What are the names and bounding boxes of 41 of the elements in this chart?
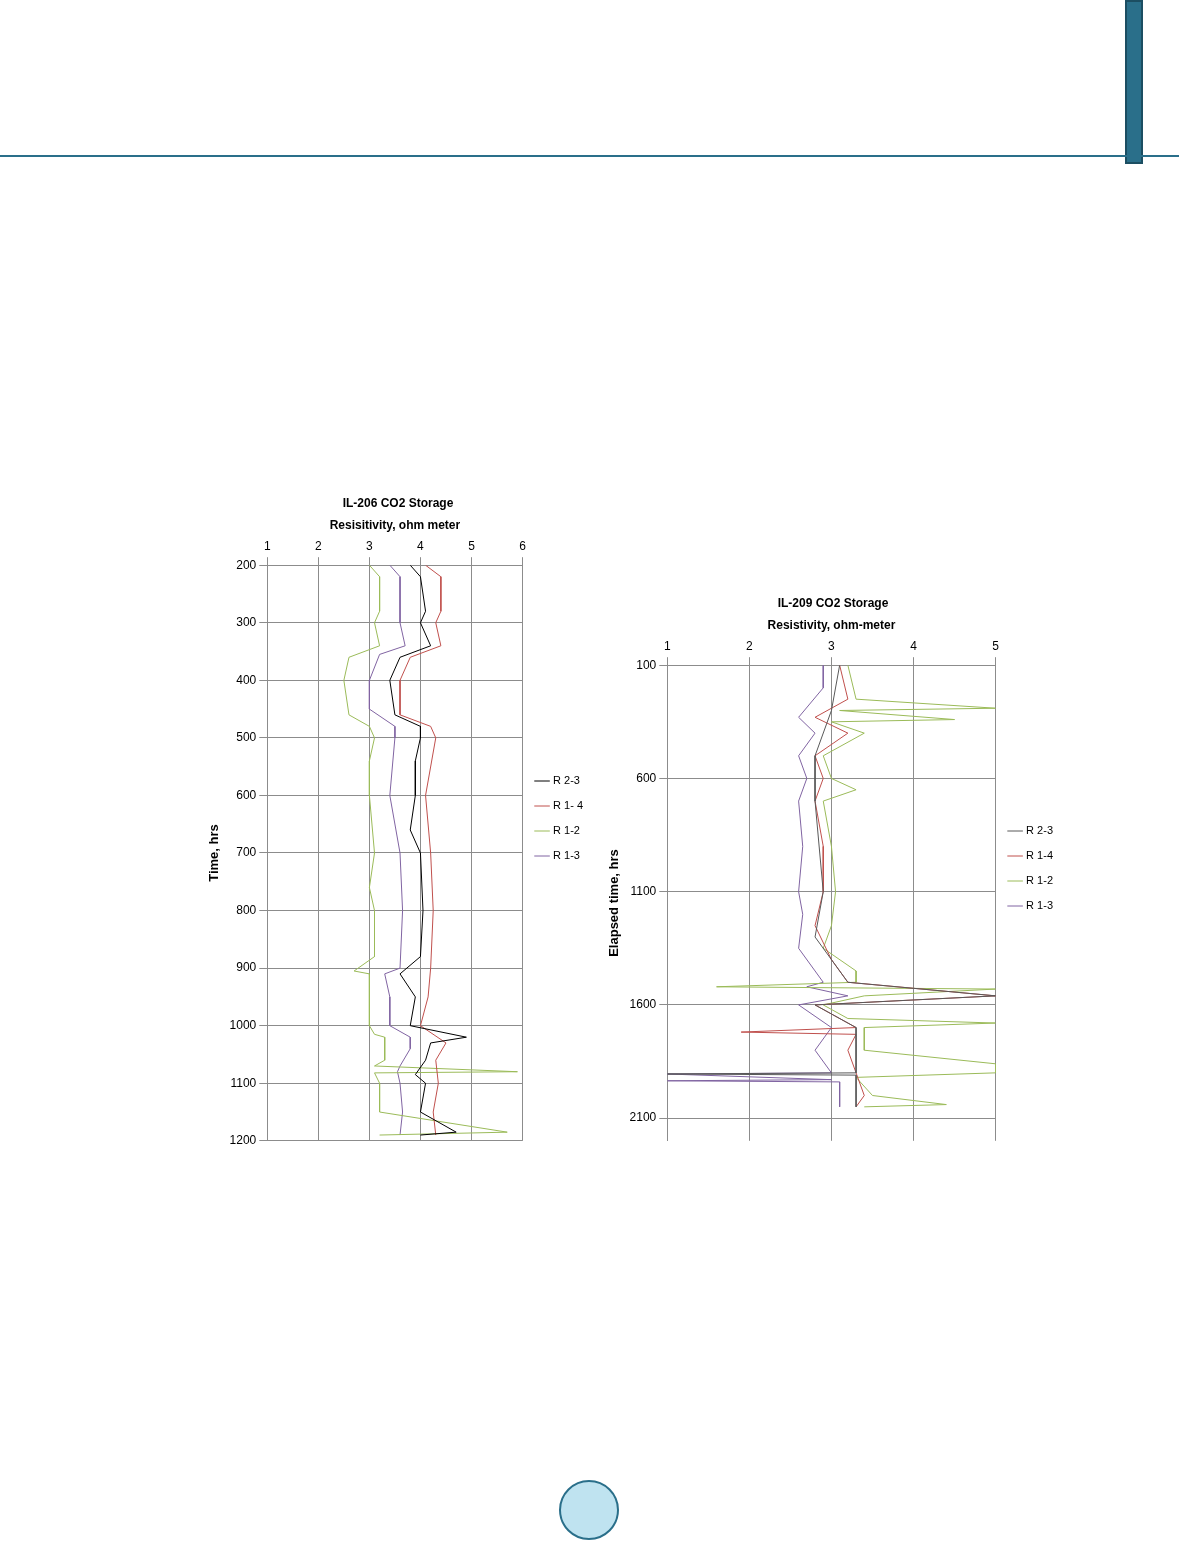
x-tick-label: 4 xyxy=(910,639,918,654)
y-tick-label: 1100 xyxy=(230,1075,257,1090)
legend-label: R 1-3 xyxy=(553,849,580,862)
x-tick-label: 5 xyxy=(992,639,1000,654)
y-tick-label: 900 xyxy=(236,960,257,975)
y-tick-label: 1600 xyxy=(629,997,657,1012)
legend-label: R 1-3 xyxy=(1026,899,1054,912)
x-tick-label: 5 xyxy=(468,539,476,554)
y-axis-title: Time, hrs xyxy=(206,824,222,882)
x-tick-label: 4 xyxy=(417,539,425,554)
y-tick-label: 700 xyxy=(236,845,257,860)
chart-title: IL-209 CO2 Storage xyxy=(777,595,889,610)
y-tick-label: 1100 xyxy=(630,883,657,898)
y-tick-label: 800 xyxy=(236,902,257,917)
x-tick-label: 2 xyxy=(315,539,322,554)
y-tick-label: 600 xyxy=(636,770,657,785)
x-tick-label: 1 xyxy=(263,539,271,554)
x-tick-label: 3 xyxy=(366,539,374,554)
legend-label: R 1-2 xyxy=(553,824,580,837)
x-tick-label: 2 xyxy=(746,639,754,654)
legend-label: R 1-2 xyxy=(1026,874,1054,887)
y-tick-label: 100 xyxy=(636,657,657,672)
x-axis-title: Resisitivity, ohm meter xyxy=(329,517,461,532)
x-tick-label: 6 xyxy=(519,539,527,554)
legend-label: R 2-3 xyxy=(1026,824,1054,837)
y-tick-label: 2100 xyxy=(629,1110,657,1125)
y-tick-label: 500 xyxy=(236,730,257,745)
x-tick-label: 3 xyxy=(828,639,836,654)
y-axis-title: Elapsed time, hrs xyxy=(606,849,622,957)
y-tick-label: 1200 xyxy=(229,1133,257,1148)
chart-title: IL-206 CO2 Storage xyxy=(342,495,454,510)
y-tick-label: 400 xyxy=(236,672,257,687)
legend-label: R 1-4 xyxy=(1026,849,1054,862)
y-tick-label: 300 xyxy=(236,615,257,630)
y-tick-label: 1000 xyxy=(229,1017,257,1032)
legend-label: R 2-3 xyxy=(553,774,580,787)
legend-label: R 1- 4 xyxy=(553,799,584,812)
y-tick-label: 200 xyxy=(236,557,257,572)
x-tick-label: 1 xyxy=(663,639,671,654)
y-tick-label: 600 xyxy=(236,787,257,802)
x-axis-title: Resistivity, ohm-meter xyxy=(767,617,896,632)
